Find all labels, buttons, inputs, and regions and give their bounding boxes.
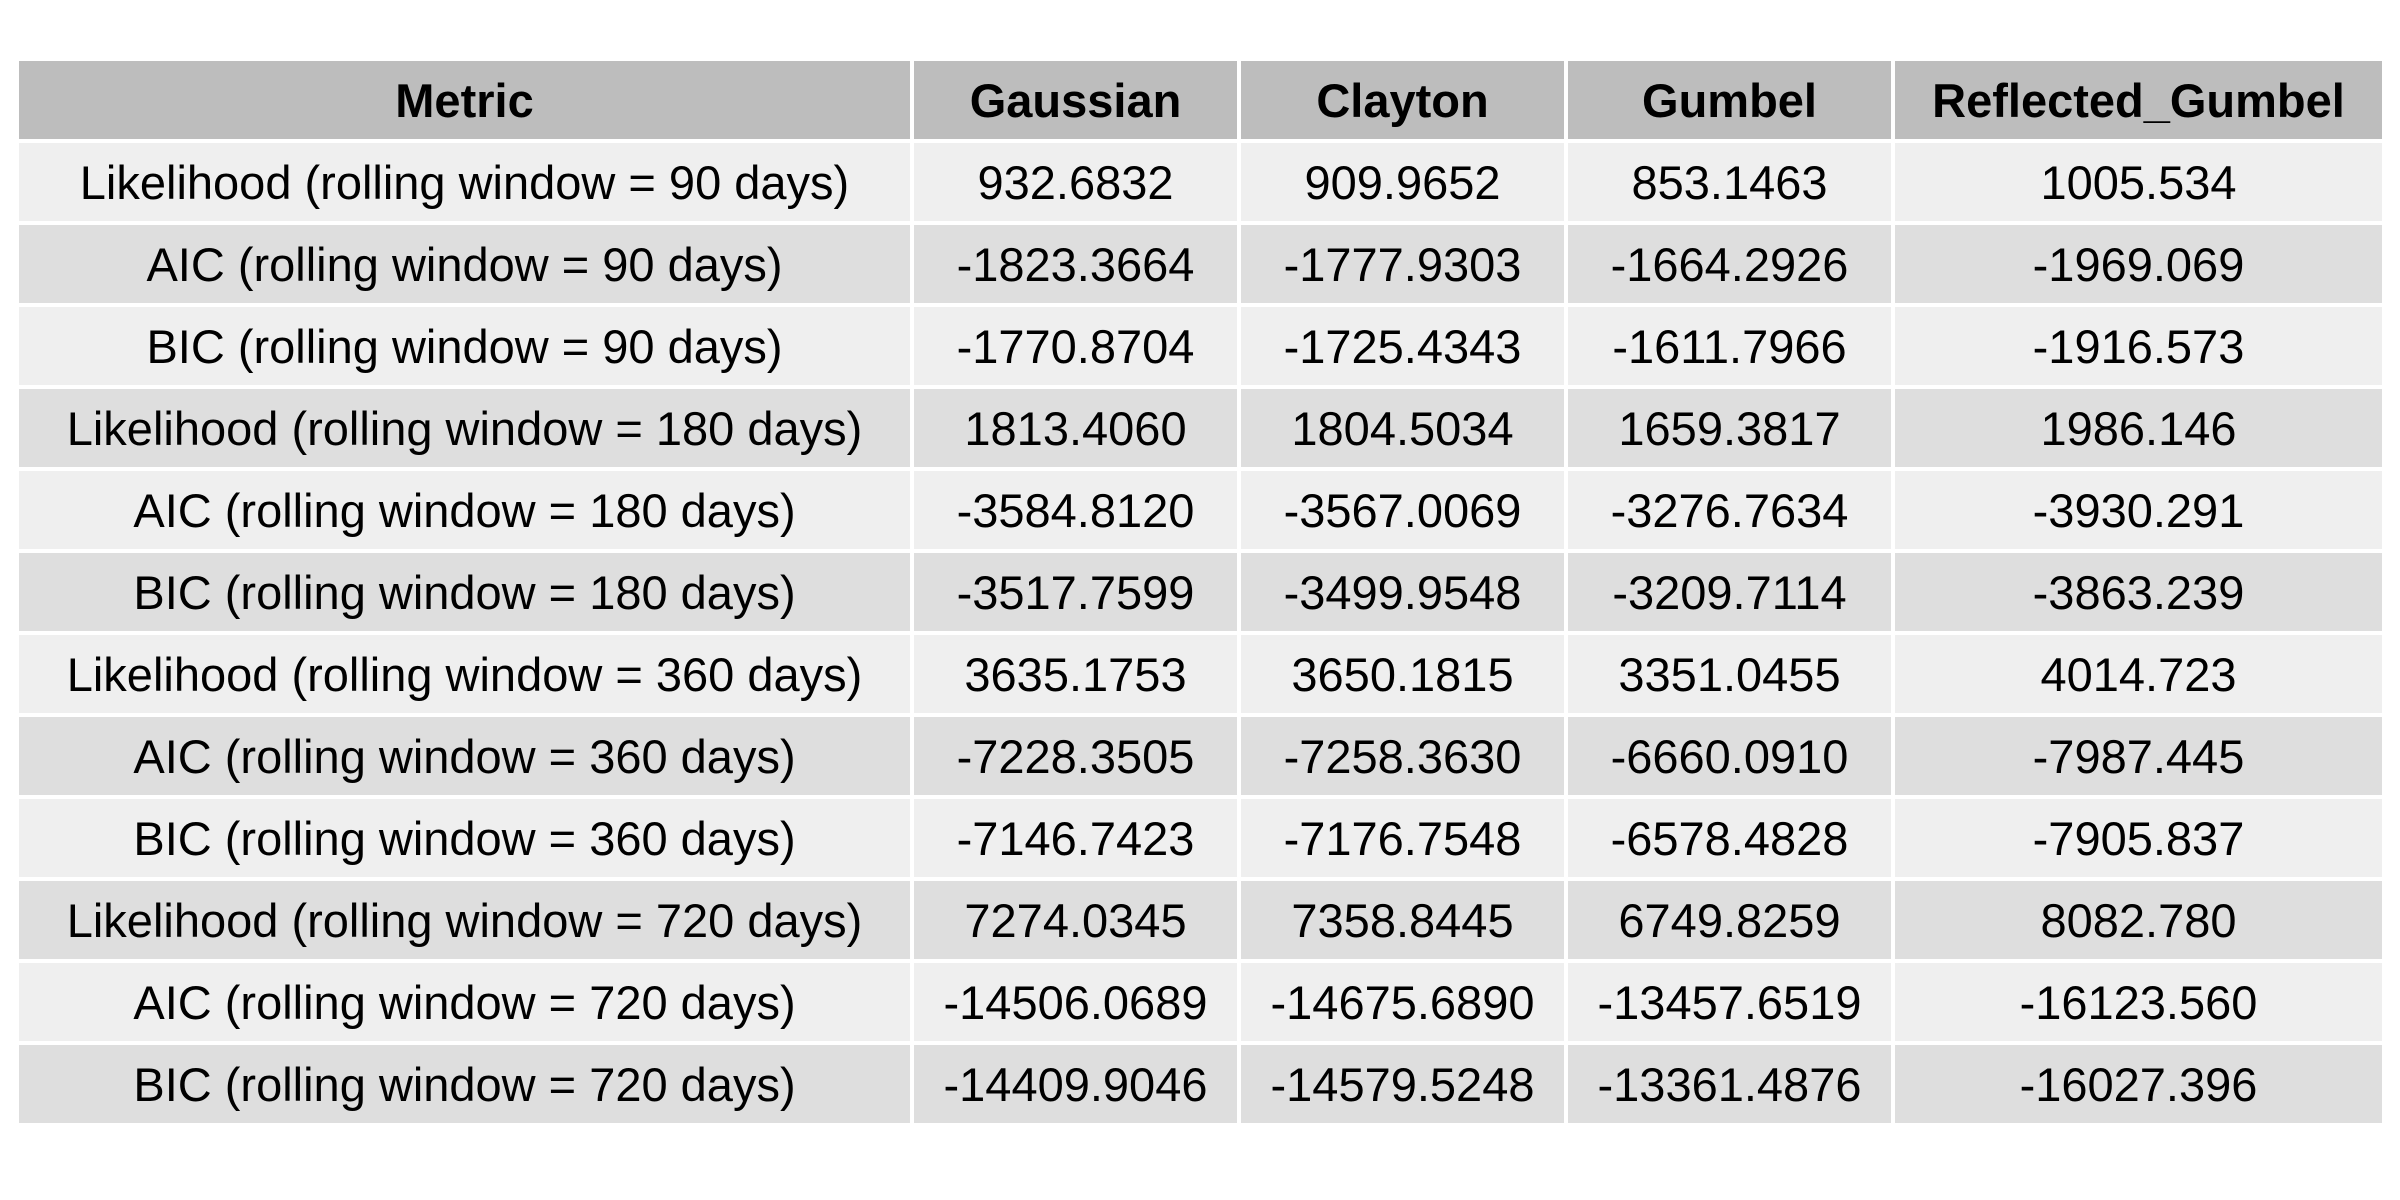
table-row: AIC (rolling window = 720 days) -14506.06… [19, 963, 2382, 1045]
cell-gumbel: 6749.8259 [1568, 881, 1895, 963]
cell-clayton: -14675.6890 [1241, 963, 1568, 1045]
table-row: Likelihood (rolling window = 90 days) 932… [19, 143, 2382, 225]
table-row: AIC (rolling window = 360 days) -7228.350… [19, 717, 2382, 799]
cell-gaussian: -1770.8704 [914, 307, 1241, 389]
cell-gaussian: -14506.0689 [914, 963, 1241, 1045]
cell-gaussian: 932.6832 [914, 143, 1241, 225]
cell-clayton: 909.9652 [1241, 143, 1568, 225]
copula-metrics-table-container: Metric Gaussian Clayton Gumbel Reflected… [19, 61, 2382, 1123]
cell-gumbel: 853.1463 [1568, 143, 1895, 225]
cell-metric: Likelihood (rolling window = 360 days) [19, 635, 914, 717]
cell-metric: Likelihood (rolling window = 90 days) [19, 143, 914, 225]
cell-gumbel: -6578.4828 [1568, 799, 1895, 881]
cell-clayton: 3650.1815 [1241, 635, 1568, 717]
cell-metric: AIC (rolling window = 180 days) [19, 471, 914, 553]
header-metric: Metric [19, 61, 914, 143]
table-row: BIC (rolling window = 180 days) -3517.759… [19, 553, 2382, 635]
header-gumbel: Gumbel [1568, 61, 1895, 143]
cell-clayton: -3499.9548 [1241, 553, 1568, 635]
cell-reflected-gumbel: -1969.069 [1895, 225, 2382, 307]
table-row: AIC (rolling window = 90 days) -1823.3664… [19, 225, 2382, 307]
table-row: BIC (rolling window = 720 days) -14409.90… [19, 1045, 2382, 1123]
table-row: BIC (rolling window = 90 days) -1770.8704… [19, 307, 2382, 389]
cell-gaussian: -14409.9046 [914, 1045, 1241, 1123]
cell-metric: Likelihood (rolling window = 720 days) [19, 881, 914, 963]
table-row: Likelihood (rolling window = 360 days) 36… [19, 635, 2382, 717]
cell-clayton: -14579.5248 [1241, 1045, 1568, 1123]
cell-clayton: -1777.9303 [1241, 225, 1568, 307]
cell-clayton: -1725.4343 [1241, 307, 1568, 389]
cell-gaussian: -7228.3505 [914, 717, 1241, 799]
header-gaussian: Gaussian [914, 61, 1241, 143]
cell-gumbel: -3276.7634 [1568, 471, 1895, 553]
cell-reflected-gumbel: -7905.837 [1895, 799, 2382, 881]
cell-reflected-gumbel: -1916.573 [1895, 307, 2382, 389]
table-row: BIC (rolling window = 360 days) -7146.742… [19, 799, 2382, 881]
header-clayton: Clayton [1241, 61, 1568, 143]
cell-gumbel: 3351.0455 [1568, 635, 1895, 717]
cell-reflected-gumbel: -16123.560 [1895, 963, 2382, 1045]
cell-gumbel: -3209.7114 [1568, 553, 1895, 635]
cell-reflected-gumbel: 1986.146 [1895, 389, 2382, 471]
cell-gaussian: -1823.3664 [914, 225, 1241, 307]
cell-reflected-gumbel: -7987.445 [1895, 717, 2382, 799]
cell-gaussian: 7274.0345 [914, 881, 1241, 963]
cell-gumbel: -1611.7966 [1568, 307, 1895, 389]
cell-reflected-gumbel: -3863.239 [1895, 553, 2382, 635]
cell-gaussian: -3517.7599 [914, 553, 1241, 635]
cell-gaussian: -3584.8120 [914, 471, 1241, 553]
cell-gumbel: -13457.6519 [1568, 963, 1895, 1045]
cell-reflected-gumbel: 4014.723 [1895, 635, 2382, 717]
header-reflected-gumbel: Reflected_Gumbel [1895, 61, 2382, 143]
cell-gumbel: 1659.3817 [1568, 389, 1895, 471]
cell-gaussian: 3635.1753 [914, 635, 1241, 717]
cell-metric: BIC (rolling window = 720 days) [19, 1045, 914, 1123]
cell-metric: BIC (rolling window = 360 days) [19, 799, 914, 881]
cell-metric: AIC (rolling window = 360 days) [19, 717, 914, 799]
cell-metric: Likelihood (rolling window = 180 days) [19, 389, 914, 471]
table-body: Likelihood (rolling window = 90 days) 932… [19, 143, 2382, 1123]
cell-gumbel: -6660.0910 [1568, 717, 1895, 799]
cell-reflected-gumbel: 1005.534 [1895, 143, 2382, 225]
cell-metric: AIC (rolling window = 90 days) [19, 225, 914, 307]
table-row: Likelihood (rolling window = 180 days) 18… [19, 389, 2382, 471]
cell-reflected-gumbel: -3930.291 [1895, 471, 2382, 553]
cell-reflected-gumbel: 8082.780 [1895, 881, 2382, 963]
cell-clayton: 1804.5034 [1241, 389, 1568, 471]
copula-metrics-table: Metric Gaussian Clayton Gumbel Reflected… [19, 61, 2382, 1123]
cell-gumbel: -1664.2926 [1568, 225, 1895, 307]
header-row: Metric Gaussian Clayton Gumbel Reflected… [19, 61, 2382, 143]
cell-metric: BIC (rolling window = 180 days) [19, 553, 914, 635]
cell-reflected-gumbel: -16027.396 [1895, 1045, 2382, 1123]
table-header: Metric Gaussian Clayton Gumbel Reflected… [19, 61, 2382, 143]
cell-metric: AIC (rolling window = 720 days) [19, 963, 914, 1045]
table-row: AIC (rolling window = 180 days) -3584.812… [19, 471, 2382, 553]
cell-gaussian: 1813.4060 [914, 389, 1241, 471]
cell-gaussian: -7146.7423 [914, 799, 1241, 881]
cell-clayton: -7258.3630 [1241, 717, 1568, 799]
cell-clayton: 7358.8445 [1241, 881, 1568, 963]
cell-clayton: -3567.0069 [1241, 471, 1568, 553]
cell-metric: BIC (rolling window = 90 days) [19, 307, 914, 389]
table-row: Likelihood (rolling window = 720 days) 72… [19, 881, 2382, 963]
cell-gumbel: -13361.4876 [1568, 1045, 1895, 1123]
cell-clayton: -7176.7548 [1241, 799, 1568, 881]
